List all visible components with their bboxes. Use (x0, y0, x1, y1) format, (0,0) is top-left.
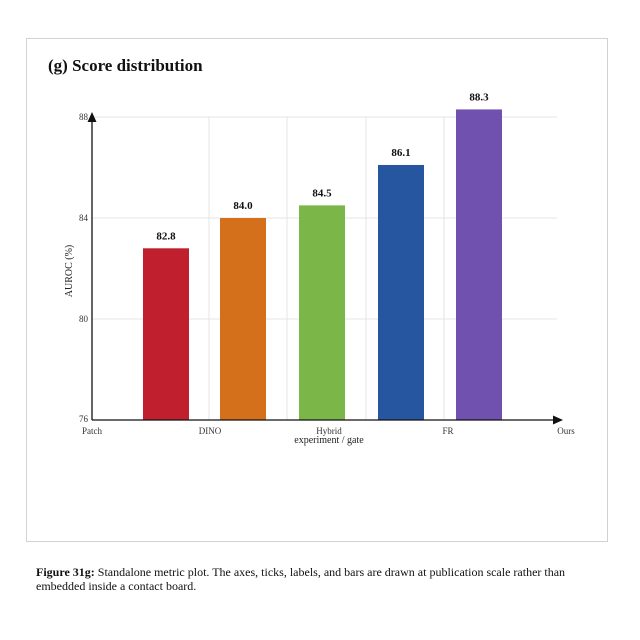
x-tick-label: Hybrid (316, 426, 342, 436)
bar-value-label: 88.3 (469, 91, 489, 103)
x-tick-label: DINO (199, 426, 222, 436)
chart-title: (g) Score distribution (48, 56, 203, 75)
bars (143, 109, 502, 421)
bar-value-label: 86.1 (391, 147, 410, 159)
figure-caption: Figure 31g: Standalone metric plot. The … (36, 565, 608, 593)
caption-text: Standalone metric plot. The axes, ticks,… (36, 565, 566, 593)
y-tick-label: 76 (79, 414, 89, 424)
y-tick-label: 84 (79, 213, 89, 223)
axes (87, 112, 563, 425)
bar-value-label: 84.0 (233, 200, 253, 212)
y-axis-arrow-icon (87, 112, 97, 122)
caption-lead: Figure 31g: (36, 565, 95, 579)
bar (220, 218, 266, 420)
value-labels: 82.8 84.0 84.5 86.1 88.3 (156, 91, 489, 242)
y-tick-label: 80 (79, 314, 89, 324)
bar-value-label: 82.8 (156, 230, 176, 242)
bar (299, 205, 345, 420)
tick-labels: 76 80 84 88 Patch DINO Hybrid FR Ours (79, 112, 575, 436)
x-tick-label: FR (442, 426, 453, 436)
figure-panel: (g) Score distribution 82.8 84.0 84.5 86.1 8… (26, 38, 608, 542)
y-axis-label: AUROC (%) (64, 245, 75, 298)
y-tick-label: 88 (79, 112, 89, 122)
x-tick-label: Ours (557, 426, 575, 436)
bar (143, 248, 189, 420)
x-axis-arrow-icon (553, 415, 563, 425)
bar (456, 109, 502, 421)
x-tick-label: Patch (82, 426, 102, 436)
bar (378, 164, 424, 420)
bar-chart: (g) Score distribution 82.884.084.586.18… (48, 56, 575, 446)
x-axis-label: experiment / gate (294, 435, 364, 446)
bar-value-label: 84.5 (312, 187, 332, 199)
